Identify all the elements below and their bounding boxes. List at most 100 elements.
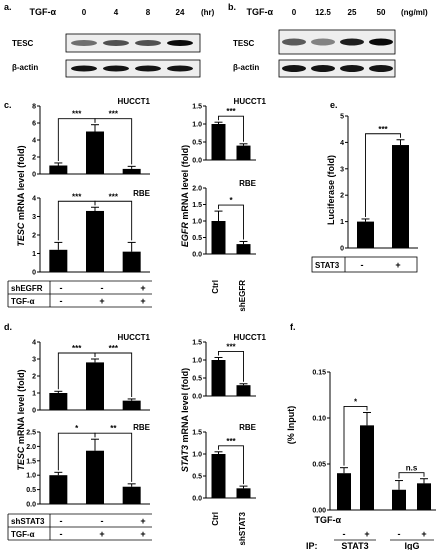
f-chip-ytick-label-0: 0.00 xyxy=(312,508,326,515)
c-rbe-egfr-bar-0 xyxy=(211,221,226,254)
c-hucct1-tesc-ytick-label-4: 8 xyxy=(32,104,36,111)
c-rbe-egfr-sig-bracket-0 xyxy=(218,204,244,240)
d-hucct1-stat3-bar-1 xyxy=(236,385,251,396)
panel-d-kd-sign-2: - xyxy=(101,516,104,526)
a-band-0-1 xyxy=(103,40,129,46)
c-rbe-tesc-ytick-label-4: 4 xyxy=(32,196,36,203)
panel-a-dose-0: 0 xyxy=(82,8,87,17)
panel-a-row-actin: β-actin xyxy=(12,63,38,72)
panel-f: f. (% Input) 0.000.050.100.15*n.s TGF-α … xyxy=(286,322,436,550)
panel-b-treatment: TGF-α xyxy=(246,7,273,17)
panel-d-tgf-sign-3: + xyxy=(140,529,145,539)
panel-f-letter: f. xyxy=(290,322,296,332)
panel-b-dose-2: 25 xyxy=(348,8,357,17)
panel-a-dose-1: 4 xyxy=(114,8,119,17)
panel-f-ylabel: (% Input) xyxy=(286,406,296,445)
b-band-0-1 xyxy=(311,38,335,46)
panel-d-kd-sign-1: - xyxy=(60,516,63,526)
panel-c-tgf-sign-3: + xyxy=(140,296,145,306)
panel-f-group-igg: IgG xyxy=(405,541,420,550)
d-hucct1-tesc-sig-bracket-1 xyxy=(94,352,133,397)
panel-f-tgf-sign-4: + xyxy=(421,529,426,539)
d-hucct1-tesc-ytick-label-1: 1 xyxy=(32,391,36,398)
d-hucct1-tesc-ytick-label-4: 4 xyxy=(32,340,36,347)
e-luciferase-ytick-label-4: 4 xyxy=(340,140,344,147)
d-rbe-stat3-ytick-label-3: 1.5 xyxy=(192,430,202,437)
d-rbe-stat3-bar-0 xyxy=(211,454,226,498)
d-hucct1-tesc-sig-label-1: *** xyxy=(109,344,119,353)
b-band-1-2 xyxy=(340,65,364,72)
d-rbe-tesc-bar-0 xyxy=(49,475,68,504)
panel-b-letter: b. xyxy=(228,2,236,12)
c-hucct1-egfr-sig-bracket-0 xyxy=(218,115,244,142)
d-rbe-tesc-title: RBE xyxy=(133,423,151,432)
f-chip-bar-3 xyxy=(417,483,431,510)
panel-b-bands xyxy=(282,38,393,72)
panel-f-tgf-sign-2: + xyxy=(364,529,369,539)
c-hucct1-egfr-bar-1 xyxy=(236,145,251,160)
chart-c-hucct1-egfr: 0.0 0.5 1.0 1.5 ***HUCCT1 xyxy=(192,97,266,165)
panel-e-sign-2: + xyxy=(395,260,400,270)
panel-c-shegfr-label: shEGFR xyxy=(238,280,247,312)
f-chip-ytick-label-2: 0.10 xyxy=(312,416,326,423)
d-rbe-stat3-ytick-label-2: 1.0 xyxy=(192,452,202,459)
c-hucct1-tesc-sig-bracket-1 xyxy=(94,118,133,165)
panel-d-tgf-label: TGF-α xyxy=(11,530,35,539)
a-band-1-1 xyxy=(103,65,129,72)
chart-e-luciferase: 0 1 2 3 4 5 *** xyxy=(340,114,418,253)
panel-c: c. TESC mRNA level (fold) EGFR mRNA leve… xyxy=(4,97,267,312)
c-hucct1-tesc-sig-label-0: *** xyxy=(72,110,82,119)
e-luciferase-sig-label-0: *** xyxy=(378,125,388,134)
panel-a-dose-2: 8 xyxy=(146,8,151,17)
d-hucct1-stat3-ytick-label-2: 1.0 xyxy=(192,358,202,365)
d-rbe-tesc-ytick-label-3: 1.5 xyxy=(26,458,36,465)
panel-c-kd-sign-3: + xyxy=(140,283,145,293)
c-rbe-tesc-bar-0 xyxy=(49,249,68,272)
c-rbe-egfr-ytick-label-2: 1.0 xyxy=(192,219,202,226)
c-rbe-egfr-sig-label-0: * xyxy=(229,196,233,205)
c-hucct1-tesc-ytick-label-2: 4 xyxy=(32,138,36,145)
c-hucct1-tesc-ytick-label-1: 2 xyxy=(32,155,36,162)
panel-e-factor-label: STAT3 xyxy=(315,261,340,270)
panel-f-group-stat3: STAT3 xyxy=(341,541,368,550)
chart-c-hucct1-tesc: 0 2 4 6 8 *** *** HUCCT1 xyxy=(32,97,150,179)
e-luciferase-bar-1 xyxy=(392,145,409,248)
chart-c-rbe-tesc: 0 1 2 3 4 *** *** RBE xyxy=(32,189,151,277)
panel-d-tgf-sign-1: - xyxy=(60,529,63,539)
panel-f-tgf-sign-1: - xyxy=(343,529,346,539)
e-luciferase-ytick-label-3: 3 xyxy=(340,166,344,173)
panel-c-letter: c. xyxy=(4,100,12,110)
c-hucct1-tesc-bar-0 xyxy=(49,165,68,174)
chart-d-rbe-stat3: 0.0 0.5 1.0 1.5 ***RBE xyxy=(192,423,256,503)
panel-c-kd-sign-2: - xyxy=(101,283,104,293)
c-hucct1-tesc-sig-label-1: *** xyxy=(109,110,119,119)
panel-c-tesc-ylabel: TESC mRNA level (fold) xyxy=(16,145,26,246)
c-rbe-tesc-sig-label-1: *** xyxy=(109,192,119,201)
d-rbe-stat3-sig-bracket-0 xyxy=(218,445,244,485)
panel-d-stat3-ylabel: STAT3 mRNA level (fold) xyxy=(180,368,190,472)
panel-a-blot-actin xyxy=(65,59,201,78)
d-rbe-stat3-sig-label-0: *** xyxy=(226,437,236,446)
d-hucct1-stat3-title: HUCCT1 xyxy=(234,333,267,342)
panel-a-letter: a. xyxy=(4,2,12,12)
c-rbe-tesc-sig-bracket-1 xyxy=(94,200,133,241)
c-hucct1-tesc-ytick-label-0: 0 xyxy=(32,172,36,179)
panel-e-sign-1: - xyxy=(361,260,364,270)
chart-d-hucct1-stat3: 0.0 0.5 1.0 1.5 ***HUCCT1 xyxy=(192,333,266,401)
c-hucct1-tesc-ytick-label-3: 6 xyxy=(32,121,36,128)
d-rbe-tesc-bar-2 xyxy=(122,486,141,504)
d-rbe-tesc-sig-label-1: ** xyxy=(110,424,117,433)
d-hucct1-stat3-ytick-label-1: 0.5 xyxy=(192,376,202,383)
c-hucct1-egfr-ytick-label-0: 0.0 xyxy=(192,158,202,165)
panel-a-bands xyxy=(71,40,193,72)
panel-a-treatment: TGF-α xyxy=(29,7,56,17)
d-hucct1-tesc-ytick-label-2: 2 xyxy=(32,374,36,381)
panel-d: d. TESC mRNA level (fold) STAT3 mRNA lev… xyxy=(4,322,267,545)
panel-f-tgf-label: TGF-α xyxy=(314,515,341,525)
f-chip-sig-bracket-0 xyxy=(343,406,368,466)
b-band-0-2 xyxy=(340,38,364,46)
d-rbe-stat3-ytick-label-0: 0.0 xyxy=(192,496,202,503)
c-rbe-egfr-ytick-label-4: 2.0 xyxy=(192,186,202,193)
c-rbe-egfr-ytick-label-0: 0.0 xyxy=(192,252,202,259)
